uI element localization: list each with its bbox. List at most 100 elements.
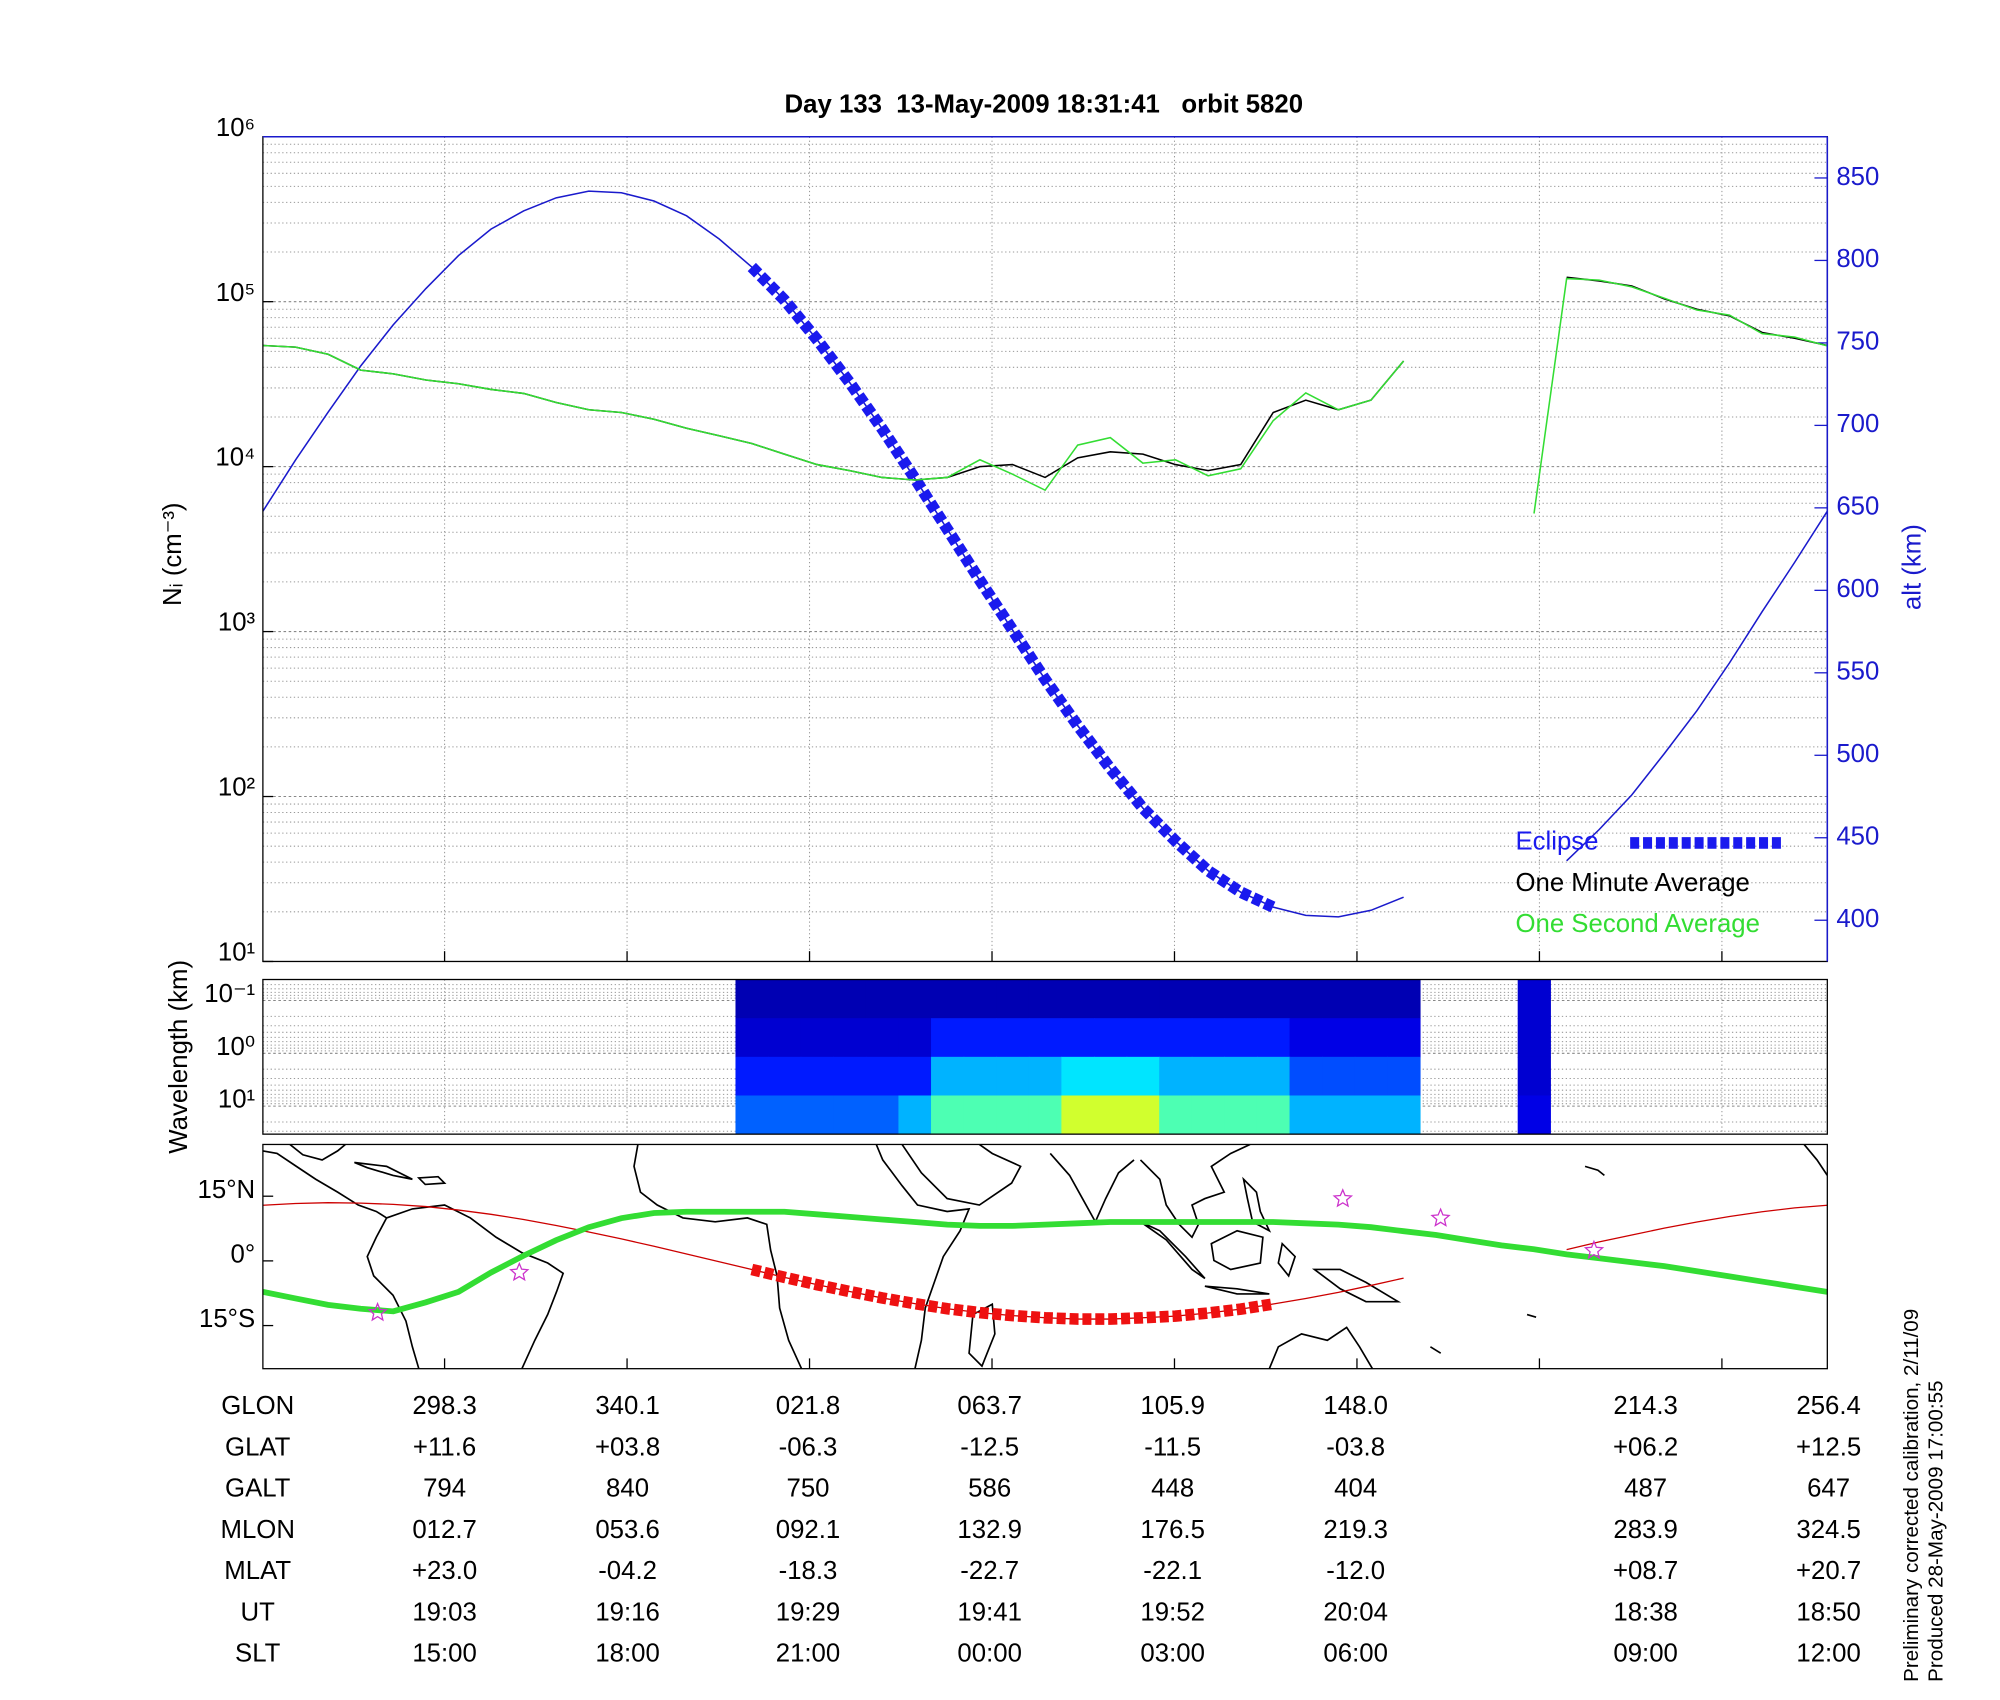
table-cell: 324.5 [1796,1516,1860,1544]
series-line [262,190,1828,918]
footnote: Preliminary corrected calibration, 2/11/… [1900,1309,1923,1682]
heatmap-area [735,979,1551,1135]
y-tick-label: 10¹ [218,939,256,967]
heatmap-cell [1354,1056,1388,1097]
heatmap-cell [1191,1095,1226,1135]
legend-label: One Minute Average [1515,869,1749,897]
table-cell: 487 [1624,1475,1667,1503]
heatmap-cell [996,979,1030,1019]
table-cell: 012.7 [412,1516,476,1544]
row-label: GLON [221,1392,294,1420]
heatmap-cell [1322,979,1356,1019]
table-cell: 06:00 [1323,1640,1387,1668]
table-cell: 19:29 [776,1598,840,1626]
table-cell: 19:16 [595,1598,659,1626]
heatmap-cell [1028,979,1063,1019]
row-label: MLAT [224,1557,291,1585]
table-cell: 12:00 [1796,1640,1860,1668]
row-label: GLAT [225,1433,291,1461]
y2-tick-label: 850 [1836,163,1879,191]
heatmap-cell [1159,1018,1193,1058]
heatmap-cell [735,979,769,1019]
table-cell: +06.2 [1613,1433,1678,1461]
map-area [262,1188,1828,1325]
heatmap-frame [262,978,1828,1135]
heatmap-cell [1126,1095,1160,1135]
heatmap-cell [1028,1018,1063,1058]
star-marker [509,1261,530,1282]
table-cell: -06.3 [779,1433,838,1461]
heatmap-cell [963,979,997,1019]
table-cell: +11.6 [413,1433,476,1461]
heatmap-cell [1354,979,1388,1019]
table-cell: 053.6 [595,1516,659,1544]
heatmap-cell [1517,1056,1551,1097]
heatmap-cell [1517,1018,1551,1058]
y-tick-label: 10² [218,774,256,802]
series-line [262,1202,1828,1320]
heatmap-y-label: Wavelength (km) [165,960,193,1154]
heatmap-cell [1093,1056,1128,1097]
heatmap-cell [1289,1095,1323,1135]
heatmap-cell [1256,1056,1291,1097]
y-tick-label: 10¹ [218,1086,256,1114]
table-cell: 404 [1334,1475,1377,1503]
table-cell: 647 [1807,1475,1850,1503]
heatmap-cell [1126,1018,1160,1058]
heatmap-cell [898,979,932,1019]
plot-area [262,190,1828,918]
heatmap-cell [1322,1056,1356,1097]
heatmap-cell [963,1056,997,1097]
table-cell: 15:00 [412,1640,476,1668]
y2-tick-label: 650 [1836,493,1879,521]
series-line [262,276,1828,481]
y-tick-label: 15°N [198,1176,256,1204]
table-cell: +12.5 [1796,1433,1861,1461]
table-cell: 586 [968,1475,1011,1503]
heatmap-cell [1387,1056,1421,1097]
heatmap-cell [1289,1018,1323,1058]
table-cell: -03.8 [1326,1433,1385,1461]
heatmap-cell [865,1056,900,1097]
row-label: UT [241,1598,276,1626]
heatmap-cell [1159,979,1193,1019]
heatmap-cell [768,1056,802,1097]
heatmap-cell [800,1056,834,1097]
heatmap-cell [1159,1056,1193,1097]
table-cell: 298.3 [412,1392,476,1420]
heatmap-cell [1126,979,1160,1019]
y-tick-label: 0° [231,1241,256,1269]
table-cell: +03.8 [595,1433,660,1461]
heatmap-cell [996,1095,1030,1135]
y2-tick-label: 700 [1836,410,1879,438]
heatmap-cell [1387,1018,1421,1058]
y-tick-label: 10⁶ [216,114,255,142]
table-cell: 840 [606,1475,649,1503]
table-cell: 176.5 [1140,1516,1204,1544]
heatmap-cell [931,1018,965,1058]
row-label: GALT [225,1475,291,1503]
table-cell: -12.0 [1326,1557,1385,1585]
heatmap-cell [800,979,834,1019]
heatmap-cell [768,1018,802,1058]
table-cell: -22.7 [960,1557,1019,1585]
row-label: SLT [235,1640,281,1668]
heatmap-cell [963,1018,997,1058]
heatmap-cell [768,1095,802,1135]
heatmap-cell [833,1095,867,1135]
legend-label: Eclipse [1515,828,1598,856]
table-cell: 00:00 [957,1640,1021,1668]
heatmap-cell [1224,1095,1258,1135]
table-cell: -12.5 [960,1433,1019,1461]
coastlines [262,1144,1828,1369]
heatmap-cell [865,979,900,1019]
legend-label: One Second Average [1515,910,1759,938]
y2-tick-label: 450 [1836,823,1879,851]
heatmap-cell [735,1095,769,1135]
table-cell: -22.1 [1143,1557,1202,1585]
table-cell: 18:00 [595,1640,659,1668]
heatmap-cell [1191,1018,1226,1058]
table-cell: 448 [1151,1475,1194,1503]
y2-axis-label: alt (km) [1898,524,1926,610]
